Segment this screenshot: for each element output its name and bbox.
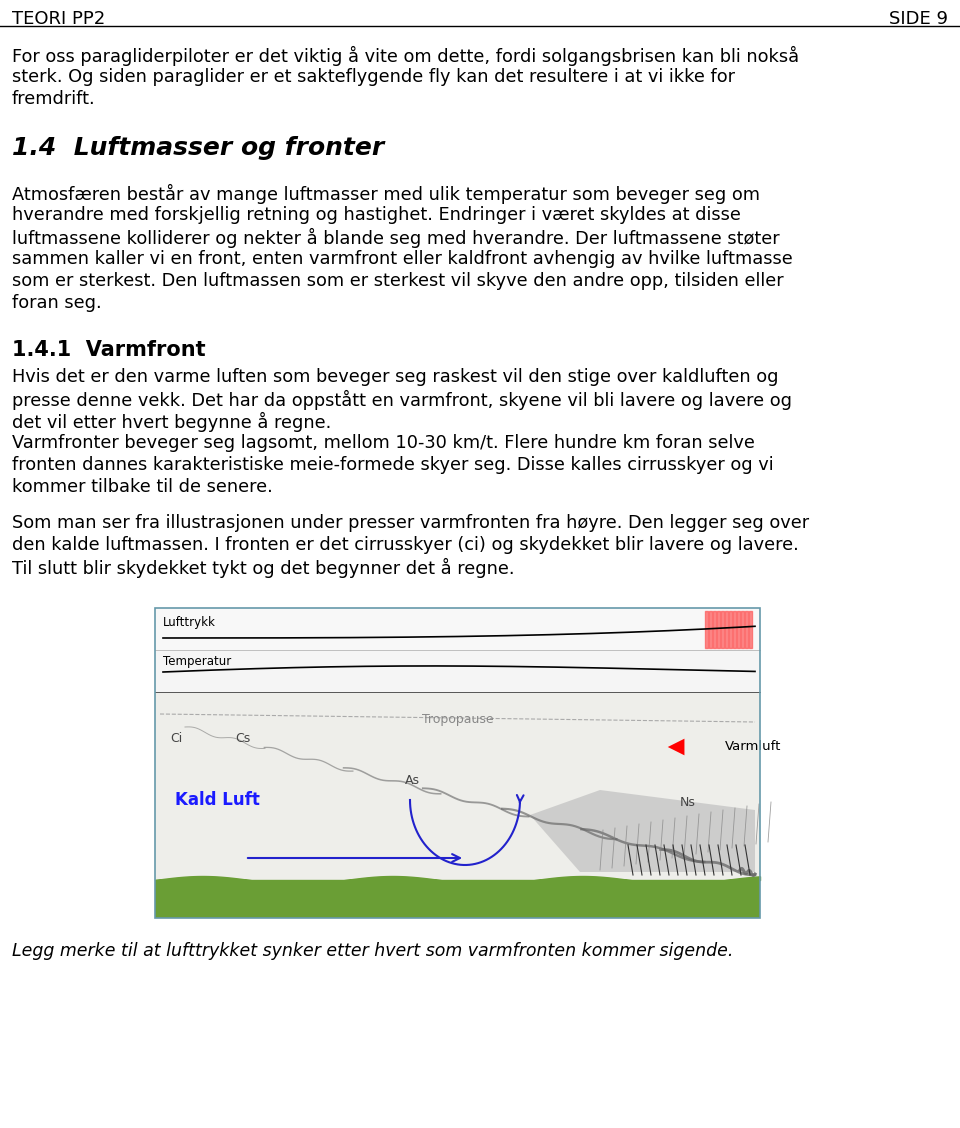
- Text: TEORI PP2: TEORI PP2: [12, 10, 106, 28]
- Bar: [155, 880, 760, 918]
- Bar: [155, 608, 760, 650]
- FancyArrowPatch shape: [668, 739, 717, 756]
- Bar: [155, 650, 760, 691]
- Text: Varmluft: Varmluft: [725, 740, 781, 754]
- Text: fremdrift.: fremdrift.: [12, 90, 96, 108]
- Text: Kald Luft: Kald Luft: [175, 791, 260, 809]
- Text: presse denne vekk. Det har da oppstått en varmfront, skyene vil bli lavere og la: presse denne vekk. Det har da oppstått e…: [12, 390, 792, 411]
- Text: Tropopause: Tropopause: [421, 714, 493, 726]
- Text: Cs: Cs: [235, 732, 251, 744]
- Text: hverandre med forskjellig retning og hastighet. Endringer i været skyldes at dis: hverandre med forskjellig retning og has…: [12, 206, 741, 224]
- Text: Temperatur: Temperatur: [163, 655, 231, 668]
- Text: Lufttrykk: Lufttrykk: [163, 616, 216, 629]
- Text: Atmosfæren består av mange luftmasser med ulik temperatur som beveger seg om: Atmosfæren består av mange luftmasser me…: [12, 184, 760, 204]
- Text: sterk. Og siden paraglider er et sakteflygende fly kan det resultere i at vi ikk: sterk. Og siden paraglider er et saktefl…: [12, 68, 735, 86]
- Text: fronten dannes karakteristiske meie-formede skyer seg. Disse kalles cirrusskyer : fronten dannes karakteristiske meie-form…: [12, 456, 774, 474]
- Text: sammen kaller vi en front, enten varmfront eller kaldfront avhengig av hvilke lu: sammen kaller vi en front, enten varmfro…: [12, 250, 793, 268]
- Text: Til slutt blir skydekket tykt og det begynner det å regne.: Til slutt blir skydekket tykt og det beg…: [12, 558, 515, 578]
- Bar: [155, 608, 760, 918]
- Text: Som man ser fra illustrasjonen under presser varmfronten fra høyre. Den legger s: Som man ser fra illustrasjonen under pre…: [12, 514, 809, 532]
- Text: den kalde luftmassen. I fronten er det cirrusskyer (ci) og skydekket blir lavere: den kalde luftmassen. I fronten er det c…: [12, 536, 799, 554]
- Text: SIDE 9: SIDE 9: [889, 10, 948, 28]
- Text: Hvis det er den varme luften som beveger seg raskest vil den stige over kaldluft: Hvis det er den varme luften som beveger…: [12, 368, 779, 386]
- Text: Legg merke til at lufttrykket synker etter hvert som varmfronten kommer sigende.: Legg merke til at lufttrykket synker ett…: [12, 942, 733, 960]
- Text: As: As: [405, 774, 420, 786]
- Text: som er sterkest. Den luftmassen som er sterkest vil skyve den andre opp, tilside: som er sterkest. Den luftmassen som er s…: [12, 272, 783, 290]
- Text: Varmfronter beveger seg lagsomt, mellom 10-30 km/t. Flere hundre km foran selve: Varmfronter beveger seg lagsomt, mellom …: [12, 434, 755, 452]
- Text: luftmassene kolliderer og nekter å blande seg med hverandre. Der luftmassene stø: luftmassene kolliderer og nekter å bland…: [12, 228, 780, 248]
- Text: kommer tilbake til de senere.: kommer tilbake til de senere.: [12, 478, 273, 496]
- Bar: [155, 608, 760, 918]
- Text: Ci: Ci: [170, 732, 182, 744]
- Polygon shape: [530, 790, 755, 872]
- Text: 1.4.1  Varmfront: 1.4.1 Varmfront: [12, 340, 205, 360]
- Text: det vil etter hvert begynne å regne.: det vil etter hvert begynne å regne.: [12, 412, 331, 432]
- Text: For oss paragliderpiloter er det viktig å vite om dette, fordi solgangsbrisen ka: For oss paragliderpiloter er det viktig …: [12, 46, 799, 67]
- Text: 1.4  Luftmasser og fronter: 1.4 Luftmasser og fronter: [12, 136, 384, 160]
- Text: Ns: Ns: [680, 795, 696, 809]
- Bar: [155, 691, 760, 918]
- Text: foran seg.: foran seg.: [12, 294, 102, 312]
